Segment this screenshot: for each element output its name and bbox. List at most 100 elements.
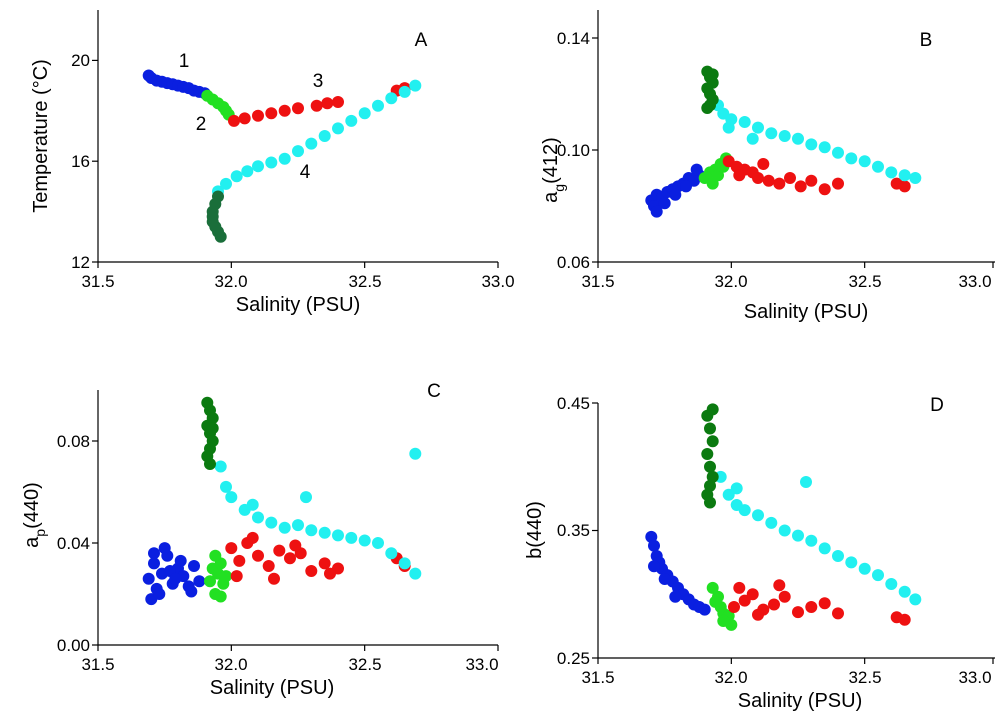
panel-c-ylabel-main: a (21, 536, 43, 548)
data-point (214, 230, 227, 243)
panel-c-axes (97, 390, 498, 646)
data-point (752, 172, 764, 184)
panel-a-ylabel: Temperature (°C) (30, 59, 52, 213)
data-point (185, 585, 198, 598)
data-point (728, 601, 740, 613)
data-point (278, 104, 291, 117)
data-point (292, 519, 304, 532)
data-point (225, 491, 238, 504)
panel-c-xtick-label: 32.0 (214, 655, 247, 674)
data-point (372, 99, 384, 112)
data-point (358, 107, 371, 120)
data-point (265, 156, 278, 169)
data-point (669, 188, 682, 201)
data-point (318, 526, 331, 539)
panel-d-ticks (592, 402, 994, 664)
data-point (220, 570, 232, 583)
data-point (318, 557, 331, 570)
data-point (658, 573, 671, 585)
data-point (230, 570, 243, 583)
data-point (733, 581, 746, 594)
data-point (648, 539, 660, 552)
panel-c-xlabel: Salinity (PSU) (210, 677, 334, 699)
data-point (204, 458, 216, 470)
data-point (909, 593, 922, 606)
data-point (230, 170, 243, 183)
data-point (252, 549, 264, 562)
data-point (768, 598, 780, 611)
panel-b-xtick-label: 33.0 (958, 272, 991, 291)
data-point (832, 177, 844, 190)
panel-c-points (142, 396, 422, 606)
data-point (324, 567, 336, 580)
data-point (241, 165, 254, 178)
data-point (188, 560, 200, 572)
panel-a: 31.5 32.0 32.5 33.0 12 16 20 Salinity (P… (30, 10, 515, 316)
data-point (832, 607, 844, 620)
panel-d-xlabel: Salinity (PSU) (738, 690, 862, 712)
data-point (300, 491, 312, 504)
data-point (158, 542, 171, 555)
data-point (845, 556, 858, 569)
data-point (818, 597, 831, 610)
panel-b-ylabel-main: a (540, 191, 562, 203)
panel-b-xtick-label: 31.5 (581, 272, 614, 291)
panel-b-ytick-label: 0.06 (557, 253, 590, 272)
panel-c-xtick-label: 31.5 (81, 655, 114, 674)
panel-a-points (142, 69, 422, 243)
data-point (345, 114, 358, 127)
panel-c-xtick-label: 32.5 (348, 655, 381, 674)
data-point (706, 470, 719, 483)
data-point (262, 560, 275, 572)
data-point (273, 544, 286, 557)
data-point (650, 205, 663, 218)
panel-a-annotation: 1 (179, 51, 190, 72)
panel-a-xlabel: Salinity (PSU) (236, 294, 360, 316)
data-point (214, 590, 227, 603)
data-point (746, 132, 759, 145)
panel-a-label: A (415, 30, 428, 51)
data-point (898, 180, 911, 193)
data-point (268, 572, 280, 585)
panel-b-xtick-label: 32.5 (848, 272, 881, 291)
data-point (332, 96, 344, 108)
data-point (372, 537, 384, 549)
data-point (706, 68, 719, 81)
data-point (858, 155, 871, 168)
data-point (704, 460, 716, 473)
data-point (792, 606, 804, 619)
data-point (220, 480, 232, 493)
data-point (733, 169, 746, 182)
data-point (238, 112, 251, 125)
panel-d-ytick-label: 0.25 (557, 649, 590, 668)
data-point (321, 97, 334, 110)
panel-a-xtick-label: 32.5 (348, 272, 381, 291)
panel-a-ytick-label: 16 (71, 152, 90, 171)
data-point (762, 174, 775, 187)
panel-b-xlabel: Salinity (PSU) (744, 301, 868, 323)
data-point (409, 447, 422, 460)
panel-b: 31.5 32.0 32.5 33.0 0.06 0.10 0.14 Salin… (540, 10, 995, 323)
data-point (722, 121, 735, 134)
data-point (872, 160, 884, 173)
panel-c-label: C (427, 381, 441, 402)
data-point (284, 552, 296, 565)
data-point (398, 85, 411, 98)
panel-a-axes (97, 10, 498, 263)
panel-b-points (645, 65, 922, 218)
panel-c-xtick-label: 33.0 (465, 655, 498, 674)
data-point (885, 578, 898, 590)
data-point (773, 177, 786, 190)
data-point (704, 496, 716, 509)
data-point (752, 121, 764, 134)
data-point (246, 498, 259, 511)
data-point (778, 130, 791, 142)
panel-a-annotation: 4 (300, 162, 311, 183)
panel-d-label: D (930, 395, 944, 416)
panel-d: 31.5 32.0 32.5 33.0 0.25 0.35 0.45 Salin… (524, 394, 995, 712)
panel-d-xtick-label: 32.5 (848, 668, 881, 687)
data-point (717, 615, 730, 627)
data-point (228, 114, 240, 127)
data-point (409, 79, 422, 92)
